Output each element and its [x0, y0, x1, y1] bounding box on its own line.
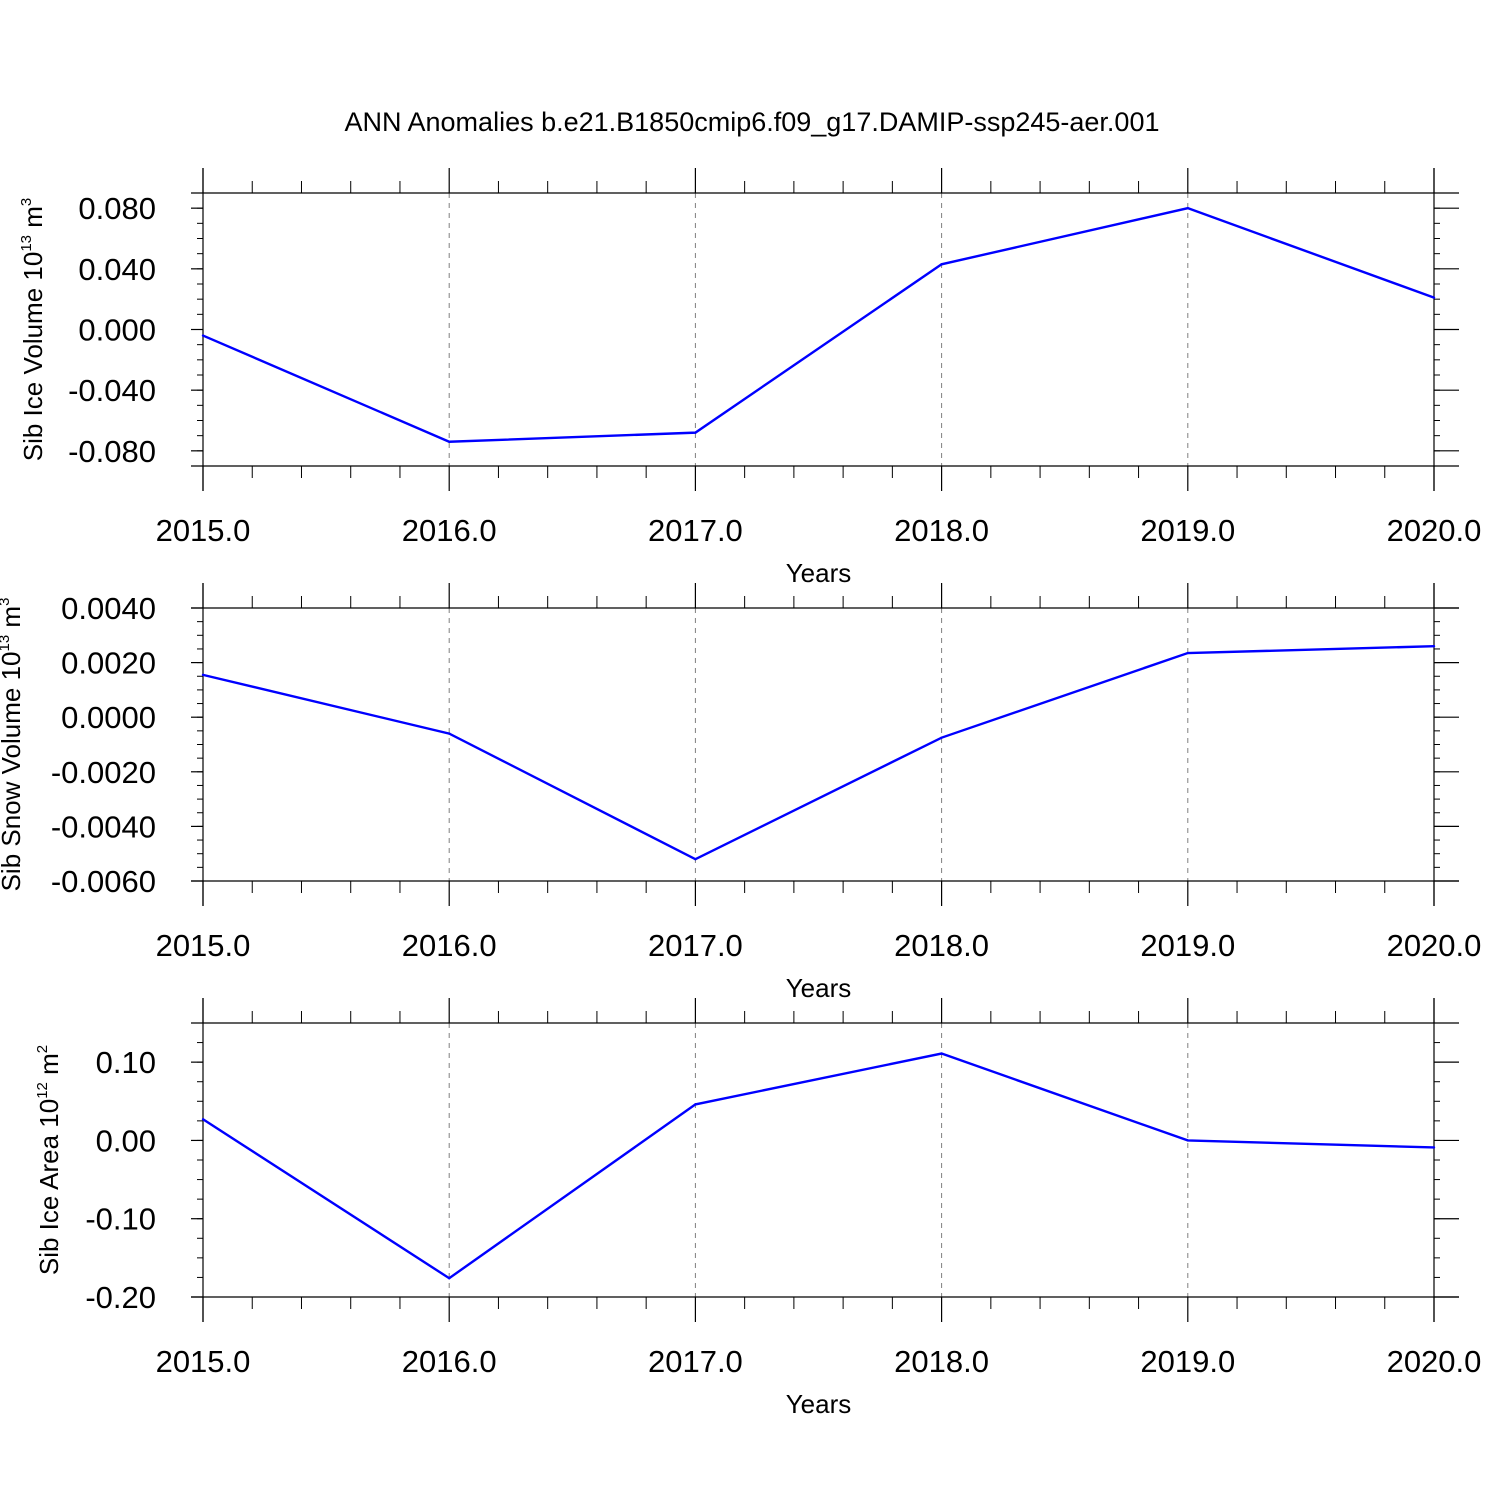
data-point: [694, 431, 697, 434]
x-tick-label: 2018.0: [894, 928, 989, 963]
x-axis-label: Years: [786, 1389, 852, 1419]
data-point: [694, 857, 697, 861]
panels: 2015.0 2016.0 2017.0 2018.0 2019.0 2020.0 0.08…: [0, 168, 1481, 1419]
y-tick-label: 0.0020: [61, 646, 156, 681]
data-point: [694, 1103, 697, 1106]
x-tick-label: 2016.0: [402, 513, 497, 548]
x-tick-label: 2019.0: [1140, 513, 1235, 548]
data-point: [448, 440, 451, 443]
y-tick-label: 0.080: [78, 191, 156, 226]
y-tick-label: -0.0040: [51, 809, 156, 844]
y-tick-label: -0.040: [68, 373, 156, 408]
y-tick-label: -0.20: [85, 1280, 156, 1315]
y-tick-label: 0.040: [78, 252, 156, 287]
data-point: [1186, 1139, 1190, 1142]
y-tick-label: 0.0040: [61, 591, 156, 626]
figure-title: ANN Anomalies b.e21.B1850cmip6.f09_g17.D…: [345, 107, 1160, 137]
series-line: [202, 1052, 1435, 1280]
x-tick-label: 2019.0: [1140, 928, 1235, 963]
x-tick-label: 2019.0: [1140, 1344, 1235, 1379]
data-point: [940, 263, 943, 266]
data-point: [201, 1118, 205, 1121]
y-axis-label: Sib Ice Area 1012 m2: [34, 1045, 64, 1275]
data-point: [448, 1277, 451, 1280]
y-tick-label: 0.10: [96, 1045, 156, 1080]
chart-panel-3: 2015.0 2016.0 2017.0 2018.0 2019.0 2020.0 0.10…: [34, 998, 1481, 1419]
x-axis-label: Years: [786, 558, 852, 588]
x-tick-label: 2017.0: [648, 513, 743, 548]
data-point: [1186, 206, 1190, 210]
data-point: [201, 334, 205, 337]
y-tick-label: 0.000: [78, 313, 156, 348]
chart-panel-1: 2015.0 2016.0 2017.0 2018.0 2019.0 2020.0 0.08…: [18, 168, 1481, 588]
x-tick-label: 2020.0: [1387, 1344, 1482, 1379]
data-point: [1432, 1146, 1436, 1149]
series-line: [202, 206, 1435, 443]
x-tick-label: 2015.0: [156, 1344, 251, 1379]
series-line: [202, 645, 1435, 861]
x-tick-label: 2015.0: [156, 928, 251, 963]
y-tick-label: 0.00: [96, 1123, 156, 1158]
chart-panel-2: 2015.0 2016.0 2017.0 2018.0 2019.0 2020.0 0.00…: [0, 583, 1481, 1003]
y-axis-label: Sib Snow Volume 1013 m3: [0, 598, 26, 892]
data-point: [940, 736, 943, 739]
x-tick-label: 2018.0: [894, 1344, 989, 1379]
y-tick-label: -0.0020: [51, 755, 156, 790]
x-tick-label: 2016.0: [402, 928, 497, 963]
y-tick-label: -0.080: [68, 434, 156, 469]
y-axis-label: Sib Ice Volume 1013 m3: [18, 198, 48, 462]
data-point: [1186, 651, 1190, 655]
y-tick-label: -0.0060: [51, 864, 156, 899]
data-point: [940, 1052, 943, 1055]
x-axis-label: Years: [786, 973, 852, 1003]
x-tick-label: 2018.0: [894, 513, 989, 548]
x-tick-label: 2017.0: [648, 1344, 743, 1379]
data-point: [1432, 296, 1436, 299]
x-tick-label: 2015.0: [156, 513, 251, 548]
x-tick-label: 2016.0: [402, 1344, 497, 1379]
data-point: [448, 732, 451, 735]
x-tick-label: 2017.0: [648, 928, 743, 963]
data-point: [201, 673, 205, 677]
y-tick-label: 0.0000: [61, 700, 156, 735]
x-tick-label: 2020.0: [1387, 513, 1482, 548]
y-tick-label: -0.10: [85, 1202, 156, 1237]
x-tick-label: 2020.0: [1387, 928, 1482, 963]
data-point: [1432, 645, 1436, 648]
